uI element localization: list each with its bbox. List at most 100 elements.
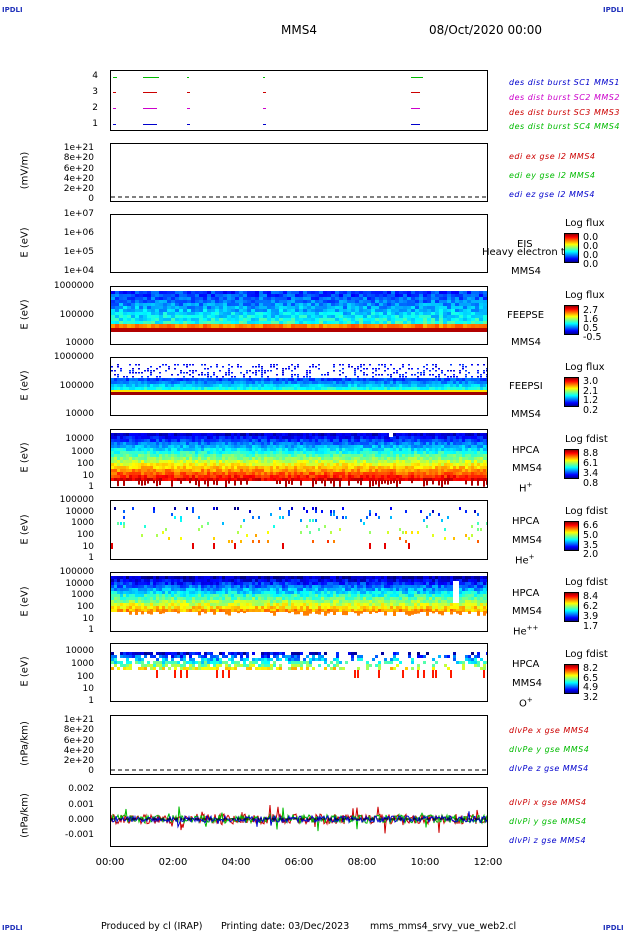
hpca-he-colorbar — [564, 521, 579, 551]
burst-mark — [113, 92, 116, 93]
edi-plot — [111, 196, 487, 198]
hpca-he-ytick-1: 1 — [88, 553, 94, 563]
feepsi-colorbar-title: Log flux — [565, 362, 605, 373]
dpe-ytick-2e20: 2e+20 — [63, 756, 94, 766]
feepsi-ytick-100000: 100000 — [59, 381, 94, 391]
xtick-1000: 10:00 — [410, 857, 440, 868]
eis-cbar-tick-1: 0.0 — [583, 241, 599, 252]
hpca-he-cbar-tick-0: 6.6 — [583, 520, 599, 531]
hpca-h-ytick-10: 10 — [82, 471, 94, 481]
hpca-he-spectrogram — [111, 507, 487, 549]
hpca-h-ytick-100: 100 — [76, 459, 94, 469]
edi-ylabel: (mV/m) — [19, 151, 31, 190]
dpe-ytick-0: 0 — [88, 766, 94, 776]
hpca-h-colorbar-title: Log fdist — [565, 434, 608, 445]
burst-panel — [110, 70, 488, 131]
dpe-ytick-4e20: 4e+20 — [63, 746, 94, 756]
hpca-he-spacecraft: MMS4 — [512, 535, 542, 546]
hpca-hepp-instrument: HPCA — [512, 588, 540, 599]
feepsi-spacecraft: MMS4 — [511, 409, 541, 420]
edi-ytick-6e20: 6e+20 — [63, 164, 94, 174]
hpca-h-ylabel: E (eV) — [19, 442, 31, 473]
feepse-ylabel: E (eV) — [19, 299, 31, 330]
eis-ytick-1e04: 1e+04 — [63, 266, 94, 276]
hpca-o-panel — [110, 643, 488, 702]
burst-mark — [417, 77, 423, 78]
feepse-ytick-1000000: 1000000 — [53, 281, 94, 291]
feepse-colorbar — [564, 305, 579, 335]
date-title: 08/Oct/2020 00:00 — [429, 23, 543, 37]
edi-panel — [110, 143, 488, 202]
burst-ytick-1: 1 — [92, 119, 98, 129]
burst-legend-sc3: des dist burst SC3 MMS3 — [509, 108, 620, 117]
dpi-ytick-0.000: 0.000 — [68, 815, 94, 825]
dpi-ylabel: (nPa/km) — [19, 793, 31, 838]
burst-mark — [263, 108, 266, 109]
hpca-hepp-colorbar-title: Log fdist — [565, 577, 608, 588]
feepse-cbar-tick-1: 1.6 — [583, 314, 599, 325]
hpca-o-colorbar-title: Log fdist — [565, 649, 608, 660]
dpi-legend-z: dlvPi z gse MMS4 — [509, 836, 587, 845]
feepsi-ytick-1000000: 1000000 — [53, 352, 94, 362]
edi-legend-ez: edi ez gse l2 MMS4 — [509, 190, 595, 199]
burst-mark — [143, 108, 157, 109]
hpca-he-cbar-tick-1: 5.0 — [583, 530, 599, 541]
dpi-ytick-0.001: 0.001 — [68, 800, 94, 810]
burst-legend-sc2: des dist burst SC2 MMS2 — [509, 93, 620, 102]
hpca-o-cbar-tick-2: 4.9 — [583, 682, 599, 693]
burst-mark — [263, 124, 266, 125]
burst-plot — [113, 77, 423, 125]
hpca-hepp-spectrogram — [111, 576, 487, 616]
hpca-h-cbar-tick-0: 8.8 — [583, 448, 599, 459]
burst-mark — [113, 108, 116, 109]
hpca-he-ytick-100000: 100000 — [59, 495, 94, 505]
hpca-hepp-cbar-tick-3: 1.7 — [583, 621, 599, 632]
hpca-hepp-spacecraft: MMS4 — [512, 606, 542, 617]
hpca-h-ytick-10000: 10000 — [65, 434, 94, 444]
xtick-1200: 12:00 — [473, 857, 503, 868]
hpca-hepp-ytick-1: 1 — [88, 625, 94, 635]
edi-ytick-1e21: 1e+21 — [63, 143, 94, 153]
burst-mark — [411, 108, 417, 109]
feepsi-panel — [110, 357, 488, 416]
feepse-cbar-tick-2: 0.5 — [583, 323, 599, 334]
burst-mark — [143, 124, 157, 125]
hpca-h-species: H+ — [519, 481, 533, 495]
burst-mark — [263, 92, 266, 93]
hpca-h-cbar-tick-2: 3.4 — [583, 468, 599, 479]
burst-mark — [155, 77, 159, 78]
hpca-hepp-ytick-10000: 10000 — [65, 579, 94, 589]
burst-mark — [417, 124, 420, 125]
feepsi-ylabel: E (eV) — [19, 370, 31, 401]
burst-mark — [113, 124, 116, 125]
corner-label-bl: IPDLI — [2, 924, 23, 932]
eis-overlay-text: Heavy electron to — [482, 247, 571, 258]
footer-printing-date: Printing date: 03/Dec/2023 — [221, 921, 350, 932]
footer-produced: Produced by cl (IRAP) — [101, 921, 203, 932]
feepsi-cbar-tick-1: 2.1 — [583, 386, 599, 397]
eis-ytick-1e05: 1e+05 — [63, 247, 94, 257]
burst-mark — [411, 77, 417, 78]
hpca-he-instrument: HPCA — [512, 516, 540, 527]
hpca-h-cbar-tick-1: 6.1 — [583, 458, 599, 469]
burst-mark — [149, 77, 153, 78]
feepsi-cbar-tick-0: 3.0 — [583, 376, 599, 387]
hpca-h-spectrogram — [111, 433, 487, 487]
spacecraft-title: MMS4 — [281, 23, 317, 37]
hpca-o-colorbar — [564, 664, 579, 694]
hpca-h-ytick-1000: 1000 — [71, 447, 94, 457]
burst-mark — [187, 92, 190, 93]
hpca-o-spectrogram — [111, 652, 487, 678]
dpe-ytick-6e20: 6e+20 — [63, 736, 94, 746]
feepsi-ytick-10000: 10000 — [65, 409, 94, 419]
eis-ylabel: E (eV) — [19, 227, 31, 258]
eis-ytick-1e06: 1e+06 — [63, 228, 94, 238]
feepsi-spectrogram — [111, 364, 487, 395]
hpca-h-colorbar — [564, 449, 579, 479]
hpca-he-ytick-10000: 10000 — [65, 507, 94, 517]
burst-mark — [187, 108, 190, 109]
hpca-o-species: O+ — [519, 696, 533, 710]
hpca-hepp-ytick-100000: 100000 — [59, 567, 94, 577]
hpca-hepp-colorbar — [564, 592, 579, 622]
hpca-hepp-ylabel: E (eV) — [19, 586, 31, 617]
